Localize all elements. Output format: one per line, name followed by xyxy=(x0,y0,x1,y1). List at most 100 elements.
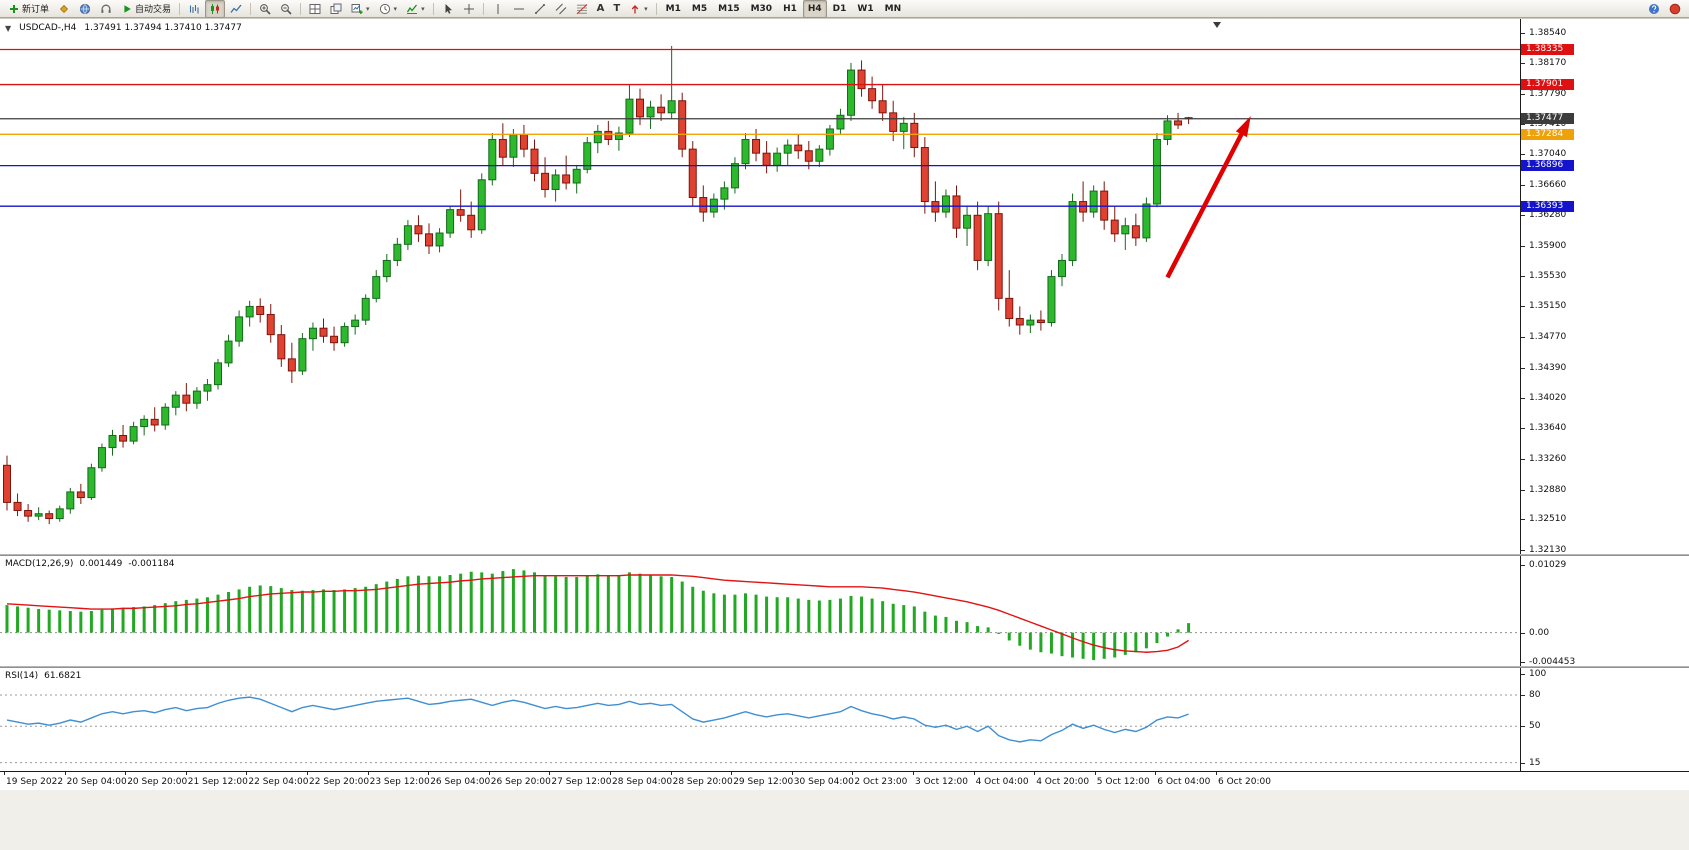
arrows-button[interactable]: ▾ xyxy=(625,0,652,18)
window-footer xyxy=(0,790,1689,850)
rsi-scale-label: 15 xyxy=(1529,757,1541,768)
chart-ohlc-quote: 1.37491 1.37494 1.37410 1.37477 xyxy=(84,23,242,33)
price-tick-label: 1.34020 xyxy=(1529,392,1567,403)
macd-scale-label: 0.00 xyxy=(1529,627,1550,638)
price-tick-label: 1.35900 xyxy=(1529,240,1567,251)
price-tick-label: 1.33640 xyxy=(1529,423,1567,434)
chart-title: ▼ USDCAD-,H4 1.37491 1.37494 1.37410 1.3… xyxy=(5,23,242,33)
time-axis-label: 4 Oct 04:00 xyxy=(975,777,1029,787)
crosshair-button[interactable] xyxy=(459,0,479,18)
new-chart-button[interactable]: ▾ xyxy=(347,0,374,18)
time-axis-label: 6 Oct 20:00 xyxy=(1218,777,1271,787)
time-axis-label: 20 Sep 20:00 xyxy=(127,777,188,787)
trendline-button[interactable] xyxy=(530,0,550,18)
time-axis-label: 23 Sep 12:00 xyxy=(369,777,430,787)
rsi-indicator-label: RSI(14) 61.6821 xyxy=(5,671,87,681)
macd-histogram xyxy=(5,569,1191,661)
fibonacci-button[interactable] xyxy=(572,0,592,18)
time-axis-label: 4 Oct 20:00 xyxy=(1036,777,1090,787)
price-tick-label: 1.34770 xyxy=(1529,332,1567,343)
price-tick-label: 1.38170 xyxy=(1529,57,1567,68)
zoom-in-button[interactable] xyxy=(255,0,275,18)
periods-button[interactable]: ▾ xyxy=(375,0,402,18)
macd-scale-label: 0.01029 xyxy=(1529,560,1567,571)
macd-signal-value: -0.001184 xyxy=(128,559,175,569)
rsi-panel-canvas[interactable] xyxy=(0,668,1520,771)
metaeditor-button[interactable] xyxy=(54,0,74,18)
chart-shift-marker[interactable] xyxy=(1213,22,1221,28)
rsi-line xyxy=(6,696,1189,743)
chart-symbol-period: USDCAD-,H4 xyxy=(19,23,77,33)
tile-windows-button[interactable] xyxy=(305,0,325,18)
time-axis-label: 22 Sep 04:00 xyxy=(248,777,309,787)
support-button[interactable] xyxy=(96,0,116,18)
time-axis-label: 30 Sep 04:00 xyxy=(793,777,854,787)
price-level-badge: 1.36896 xyxy=(1521,160,1574,172)
price-tick-label: 1.37040 xyxy=(1529,149,1567,159)
autotrading-button[interactable]: 自动交易 xyxy=(117,0,175,18)
new-order-button[interactable]: 新订单 xyxy=(4,0,53,18)
price-scale[interactable]: 1.385401.381701.377901.374101.370401.366… xyxy=(1520,19,1689,771)
vertical-line-button[interactable] xyxy=(488,0,508,18)
time-axis-label: 27 Sep 12:00 xyxy=(551,777,612,787)
macd-name: MACD(12,26,9) xyxy=(5,559,74,569)
timeframe-m30-button[interactable]: M30 xyxy=(750,3,773,14)
rsi-scale-label: 100 xyxy=(1529,669,1547,680)
timeframe-m5-button[interactable]: M5 xyxy=(691,3,708,14)
price-tick-label: 1.34390 xyxy=(1529,362,1567,373)
chart-line-mode-button[interactable] xyxy=(226,0,246,18)
zoom-out-button[interactable] xyxy=(276,0,296,18)
alert-button[interactable] xyxy=(1665,0,1685,18)
timeframe-w1-button[interactable]: W1 xyxy=(857,3,874,14)
time-axis-label: 6 Oct 04:00 xyxy=(1157,777,1211,787)
text-button[interactable]: A xyxy=(596,2,605,14)
chevron-down-icon: ▾ xyxy=(393,4,398,13)
macd-main-value: 0.001449 xyxy=(79,559,123,569)
price-level-badge: 1.38335 xyxy=(1521,44,1574,55)
chart-window[interactable]: 1.385401.381701.377901.374101.370401.366… xyxy=(0,18,1689,790)
toolbar-separator xyxy=(179,2,181,15)
macd-scale-label: -0.004453 xyxy=(1529,656,1576,667)
indicators-button[interactable]: ▾ xyxy=(402,0,429,18)
trend-arrow-annotation[interactable] xyxy=(1165,116,1251,279)
timeframe-m15-button[interactable]: M15 xyxy=(718,3,740,14)
macd-panel-canvas[interactable] xyxy=(0,556,1520,666)
toolbar-separator xyxy=(655,2,657,15)
cascade-windows-button[interactable] xyxy=(326,0,346,18)
chevron-down-icon: ▾ xyxy=(421,4,425,13)
rsi-name: RSI(14) xyxy=(5,671,39,681)
price-tick-label: 1.36280 xyxy=(1529,210,1567,221)
chart-bars-mode-button[interactable] xyxy=(184,0,204,18)
horizontal-line-button[interactable] xyxy=(509,0,529,18)
macd-indicator-label: MACD(12,26,9) 0.001449 -0.001184 xyxy=(5,559,181,569)
time-axis-label: 28 Sep 04:00 xyxy=(612,777,673,787)
timeframe-h4-button[interactable]: H4 xyxy=(802,0,827,18)
time-axis-label: 20 Sep 04:00 xyxy=(66,777,127,787)
rsi-value: 61.6821 xyxy=(44,671,82,681)
price-level-badge: 1.37284 xyxy=(1521,128,1574,140)
toolbar: 新订单 自动交易 ▾ ▾ ▾ A T ▾ M1 M5 M15 M30 H1 H4 D1 W1 MN xyxy=(0,0,1689,18)
levels-layer xyxy=(0,48,1520,207)
macd-panel-splitter[interactable] xyxy=(0,554,1689,556)
rsi-panel-splitter[interactable] xyxy=(0,666,1689,668)
price-tick-label: 1.32130 xyxy=(1529,545,1567,555)
one-click-trading-icon[interactable]: ▼ xyxy=(5,23,12,33)
cursor-button[interactable] xyxy=(438,0,458,18)
main-chart-canvas[interactable] xyxy=(0,19,1520,554)
text-label-button[interactable]: T xyxy=(613,2,621,14)
toolbar-separator xyxy=(250,2,252,15)
time-axis-label: 26 Sep 04:00 xyxy=(430,777,491,787)
timeframe-h1-button[interactable]: H1 xyxy=(783,3,797,14)
community-button[interactable] xyxy=(75,0,95,18)
time-axis-label: 29 Sep 12:00 xyxy=(733,777,794,787)
help-button[interactable] xyxy=(1644,0,1664,18)
channel-button[interactable] xyxy=(551,0,571,18)
timeframe-m1-button[interactable]: M1 xyxy=(665,3,681,14)
time-axis-label: 26 Sep 20:00 xyxy=(490,777,551,787)
timeframe-d1-button[interactable]: D1 xyxy=(832,3,847,14)
timeframe-mn-button[interactable]: MN xyxy=(884,3,902,14)
price-tick-label: 1.32510 xyxy=(1529,514,1567,525)
chart-candles-mode-button[interactable] xyxy=(205,0,226,18)
time-axis[interactable]: 19 Sep 2022 20 Sep 04:00 20 Sep 20:00 21 Se… xyxy=(0,771,1689,790)
time-axis-label: 28 Sep 20:00 xyxy=(672,777,733,787)
